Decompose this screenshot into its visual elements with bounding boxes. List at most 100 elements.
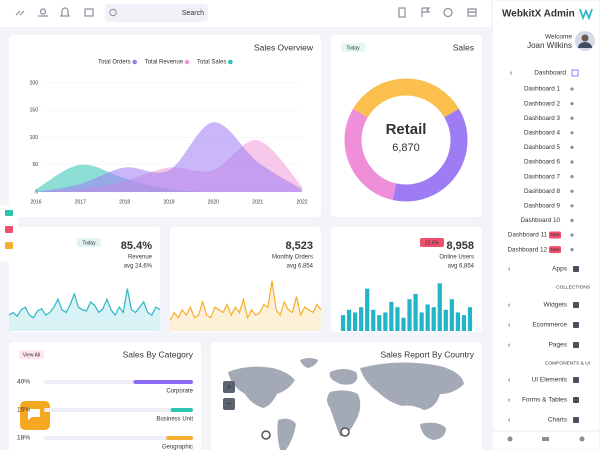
menu-item[interactable]: Apps (552, 266, 568, 273)
continent (300, 358, 318, 368)
user-icon[interactable] (38, 8, 48, 17)
bar (461, 315, 467, 331)
submenu-item[interactable]: Dashboard 7 (524, 173, 561, 180)
search-icon (109, 8, 117, 17)
quick-icon[interactable] (5, 226, 13, 233)
bar (340, 315, 346, 331)
continent (360, 362, 464, 410)
menu-icon (573, 397, 579, 403)
y-tick-label: 0 (35, 189, 38, 195)
flag-icon[interactable] (421, 7, 431, 17)
submenu-item[interactable]: Dashboard 5 (524, 144, 561, 151)
quick-icon[interactable] (5, 210, 13, 216)
expand-icon[interactable] (15, 10, 25, 16)
category-percent: 40% (17, 379, 30, 386)
bar (455, 312, 461, 331)
badge-text: 22.6% (425, 240, 440, 246)
bar (352, 312, 358, 331)
menu-item[interactable]: Ecommerce (532, 322, 567, 329)
submenu-icon (570, 248, 574, 252)
chevron: ‹ (508, 322, 511, 329)
submenu-item[interactable]: Dashboard 1 (524, 86, 561, 93)
submenu-item[interactable]: Dashboard 4 (524, 129, 561, 136)
badge[interactable] (19, 350, 44, 359)
badge-text: Today (82, 240, 96, 246)
continent (228, 366, 295, 408)
submenu-item[interactable]: Dashboard 10 (520, 217, 560, 224)
stat-avg: avg 24.6% (124, 264, 153, 270)
topbar-icons (15, 7, 477, 18)
search-box[interactable] (105, 4, 208, 22)
menu-icon (573, 266, 579, 272)
submenu-icon (570, 233, 574, 237)
chat-icon (28, 409, 40, 420)
stat-label: Monthly Orders (272, 255, 313, 261)
bar (413, 293, 418, 331)
category-percent: 15% (17, 407, 30, 414)
globe-icon[interactable] (443, 7, 453, 18)
bar (365, 288, 370, 331)
avatar-head (581, 34, 589, 42)
mail-icon[interactable] (542, 437, 549, 441)
y-tick-label: 50 (32, 162, 38, 168)
badge-text: Today (346, 45, 360, 51)
submenu-icon (570, 175, 574, 179)
menu-icon (573, 342, 579, 348)
doc-icon[interactable] (398, 7, 406, 18)
grid-icon[interactable] (467, 8, 477, 17)
fullscreen-icon[interactable] (84, 8, 94, 17)
submenu-item[interactable]: Dashboard 3 (524, 115, 561, 122)
bar (401, 317, 406, 331)
zoom-out[interactable] (223, 398, 235, 410)
search-placeholder: Search (182, 10, 204, 17)
avatar-body (578, 42, 592, 48)
quick-icon[interactable] (5, 242, 13, 249)
map-marker[interactable] (340, 427, 350, 437)
menu-item[interactable]: Pages (549, 342, 568, 349)
map-marker[interactable] (261, 430, 271, 440)
legend-label: Total Sales (197, 60, 226, 66)
submenu-icon (570, 131, 574, 135)
bell-icon[interactable] (60, 7, 70, 17)
stat-label: Revenue (128, 255, 153, 261)
submenu-item[interactable]: Dashboard 11 (508, 232, 548, 239)
zoom-in[interactable] (223, 381, 235, 393)
submenu-item[interactable]: Dashboard 12 (507, 246, 547, 253)
submenu-icon (570, 145, 574, 149)
x-tick-label: 2019 (163, 199, 174, 205)
settings-icon[interactable] (507, 436, 513, 442)
menu-item[interactable]: UI Elements (532, 377, 568, 384)
zoom-out-label: − (226, 398, 231, 408)
menu-item[interactable]: Widgets (544, 302, 568, 309)
y-tick-label: 200 (30, 80, 39, 86)
submenu-icon (570, 189, 574, 193)
menu-dashboard[interactable]: Dashboard (534, 70, 566, 77)
badge (549, 231, 561, 239)
submenu-item[interactable]: Dashboard 9 (524, 202, 561, 209)
category-label: Corporate (166, 389, 193, 395)
logout-icon[interactable] (579, 436, 585, 442)
chevron: ‹ (508, 417, 511, 424)
menu-icon (573, 417, 579, 423)
continent (420, 422, 446, 440)
progress-bar (170, 408, 193, 412)
bar (407, 299, 412, 331)
chevron: ‹ (508, 302, 511, 309)
legend-label: Total Orders (98, 60, 131, 66)
bar (425, 304, 430, 331)
bar (419, 312, 424, 331)
menu-item[interactable]: Charts (548, 417, 568, 424)
submenu-icon (570, 87, 574, 91)
menu-icon (571, 69, 579, 77)
chevron: ‹ (510, 70, 513, 77)
submenu-item[interactable]: Dashboard 8 (524, 188, 561, 195)
menu-icon (573, 302, 579, 308)
submenu-item[interactable]: Dashboard 2 (524, 100, 561, 107)
chevron: ‹ (508, 377, 511, 384)
menu-item[interactable]: Forms & Tables (522, 397, 568, 404)
bar (389, 301, 394, 331)
stat-value: 8,958 (446, 240, 474, 252)
submenu-item[interactable]: Dashboard 6 (524, 159, 561, 166)
